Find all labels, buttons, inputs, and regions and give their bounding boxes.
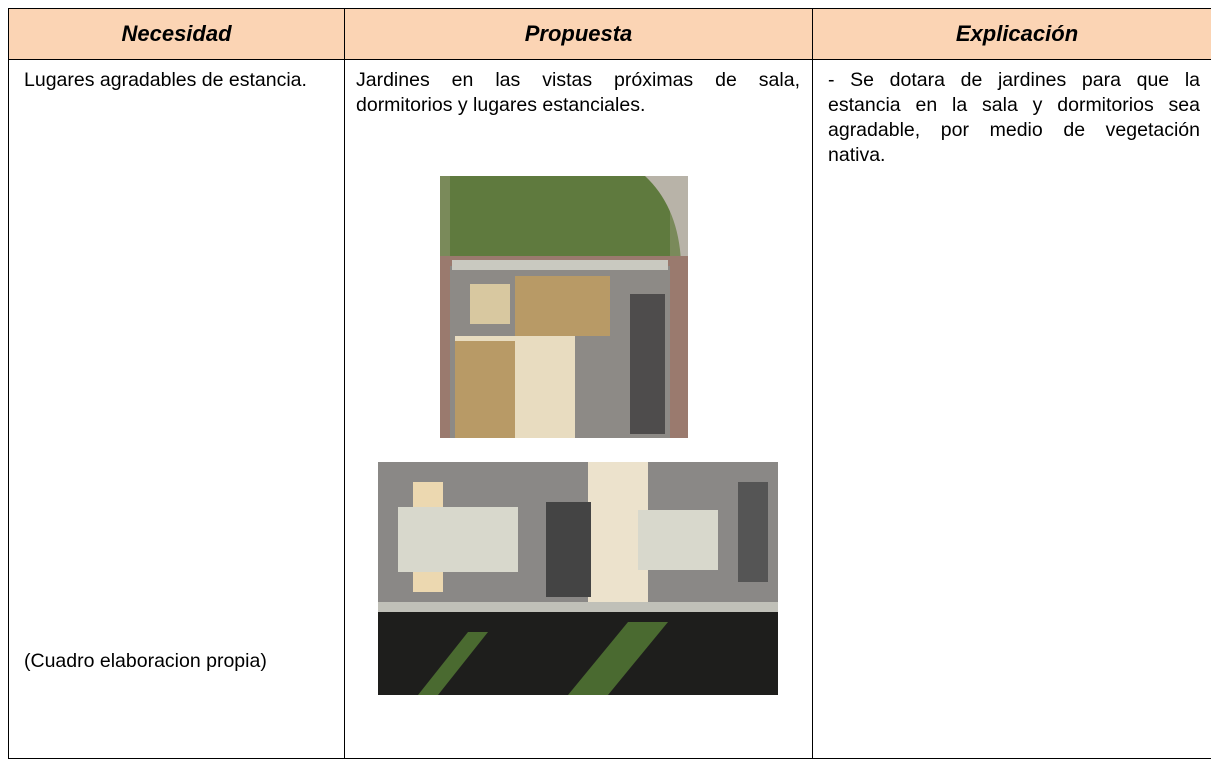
header-cell: Necesidad bbox=[8, 8, 345, 60]
page: {"table": {"header": ["Necesidad", "Prop… bbox=[8, 8, 1211, 759]
cell-text: Jardines en las vistas próximas de sala,… bbox=[356, 69, 800, 116]
note: (Cuadro elaboracion propia) bbox=[24, 650, 267, 672]
plan-living-room bbox=[440, 176, 688, 438]
cell-text: - Se dotara de jardines para que la esta… bbox=[828, 69, 1200, 166]
header-cell: Propuesta bbox=[344, 8, 813, 60]
header-cell: Explicación bbox=[812, 8, 1211, 60]
plan-bedrooms bbox=[378, 462, 778, 695]
cell-text: Lugares agradables de estancia. bbox=[24, 69, 307, 91]
